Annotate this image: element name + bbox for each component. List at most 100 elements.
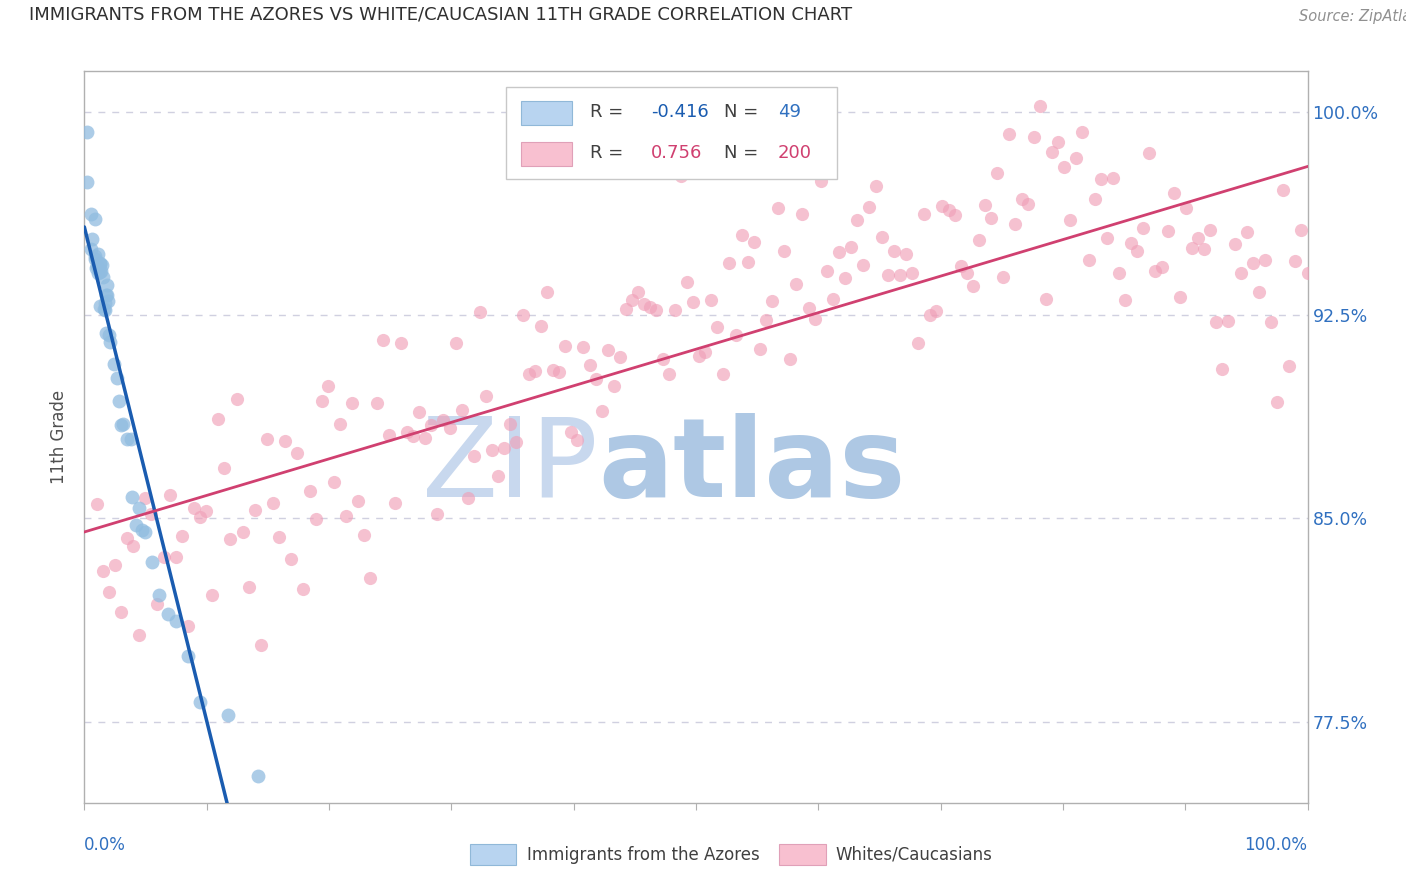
Point (439, 420, 461, 434)
Point (96, 326, 118, 340)
Point (141, 555, 163, 569)
Point (505, 435, 527, 450)
Point (128, 501, 150, 516)
Point (512, 308, 534, 322)
Point (1047, 135, 1070, 149)
Point (82, 232, 104, 246)
Point (377, 428, 399, 442)
Point (695, 344, 717, 359)
Point (828, 245, 851, 260)
Point (91, 269, 114, 284)
Point (426, 507, 449, 521)
FancyBboxPatch shape (506, 87, 837, 179)
Point (86, 259, 108, 273)
Point (256, 432, 278, 446)
Text: IMMIGRANTS FROM THE AZORES VS WHITE/CAUCASIAN 11TH GRADE CORRELATION CHART: IMMIGRANTS FROM THE AZORES VS WHITE/CAUC… (30, 6, 852, 24)
Point (201, 588, 224, 602)
Point (444, 335, 467, 350)
Point (146, 597, 169, 611)
Text: N =: N = (724, 145, 758, 162)
Point (165, 549, 187, 564)
Point (1192, 243, 1215, 257)
Point (627, 285, 650, 299)
Point (931, 199, 953, 213)
Point (1029, 98, 1052, 112)
Point (1247, 285, 1270, 299)
Point (1241, 256, 1264, 270)
Point (262, 496, 284, 510)
Point (176, 648, 198, 663)
Point (371, 334, 394, 348)
Point (609, 350, 631, 364)
Point (742, 235, 765, 249)
Point (1017, 197, 1039, 211)
Point (84, 249, 107, 263)
Point (664, 303, 686, 318)
Point (640, 300, 662, 314)
Point (603, 379, 626, 393)
Point (463, 449, 485, 463)
Point (177, 619, 200, 633)
Point (269, 530, 291, 544)
Point (243, 503, 266, 517)
Point (131, 523, 153, 537)
Text: 100.0%: 100.0% (1244, 836, 1308, 854)
Point (134, 491, 156, 505)
Point (815, 264, 838, 278)
Point (870, 229, 893, 244)
Point (920, 308, 942, 322)
Point (110, 417, 132, 432)
Point (1211, 362, 1233, 376)
Point (499, 417, 522, 431)
Point (322, 475, 344, 489)
Point (1071, 125, 1094, 139)
Point (517, 367, 540, 381)
Point (110, 605, 132, 619)
Point (115, 531, 138, 545)
Point (121, 490, 143, 504)
Point (76, 125, 98, 139)
Point (91, 564, 114, 578)
Point (748, 342, 770, 356)
Point (1053, 160, 1076, 174)
Point (89, 257, 111, 271)
Text: atlas: atlas (598, 413, 905, 520)
Point (311, 394, 333, 409)
Point (676, 275, 699, 289)
Point (1119, 235, 1142, 250)
Point (84, 211, 107, 226)
Point (1163, 186, 1185, 200)
Point (711, 367, 734, 381)
Point (76, 175, 98, 189)
Point (536, 285, 558, 299)
Point (170, 529, 193, 543)
Point (183, 501, 205, 516)
Point (834, 271, 856, 285)
Point (810, 174, 832, 188)
Point (86, 266, 108, 280)
Point (274, 434, 297, 448)
Point (1150, 260, 1173, 274)
Point (148, 588, 170, 602)
Text: 0.756: 0.756 (651, 145, 702, 162)
Point (481, 442, 503, 457)
Point (846, 212, 869, 227)
Point (468, 305, 491, 319)
Point (967, 233, 990, 247)
Point (413, 431, 436, 445)
Point (366, 396, 388, 410)
Point (90, 258, 112, 272)
Point (107, 394, 129, 409)
Text: Whites/Caucasians: Whites/Caucasians (835, 846, 993, 863)
Point (865, 179, 887, 194)
Bar (470, 845, 516, 865)
Point (821, 292, 844, 306)
Point (98, 335, 121, 350)
Point (104, 558, 127, 572)
Point (682, 295, 704, 310)
Point (120, 433, 142, 447)
Point (250, 638, 273, 652)
Point (90, 264, 112, 278)
Point (190, 695, 212, 709)
Point (986, 166, 1008, 180)
